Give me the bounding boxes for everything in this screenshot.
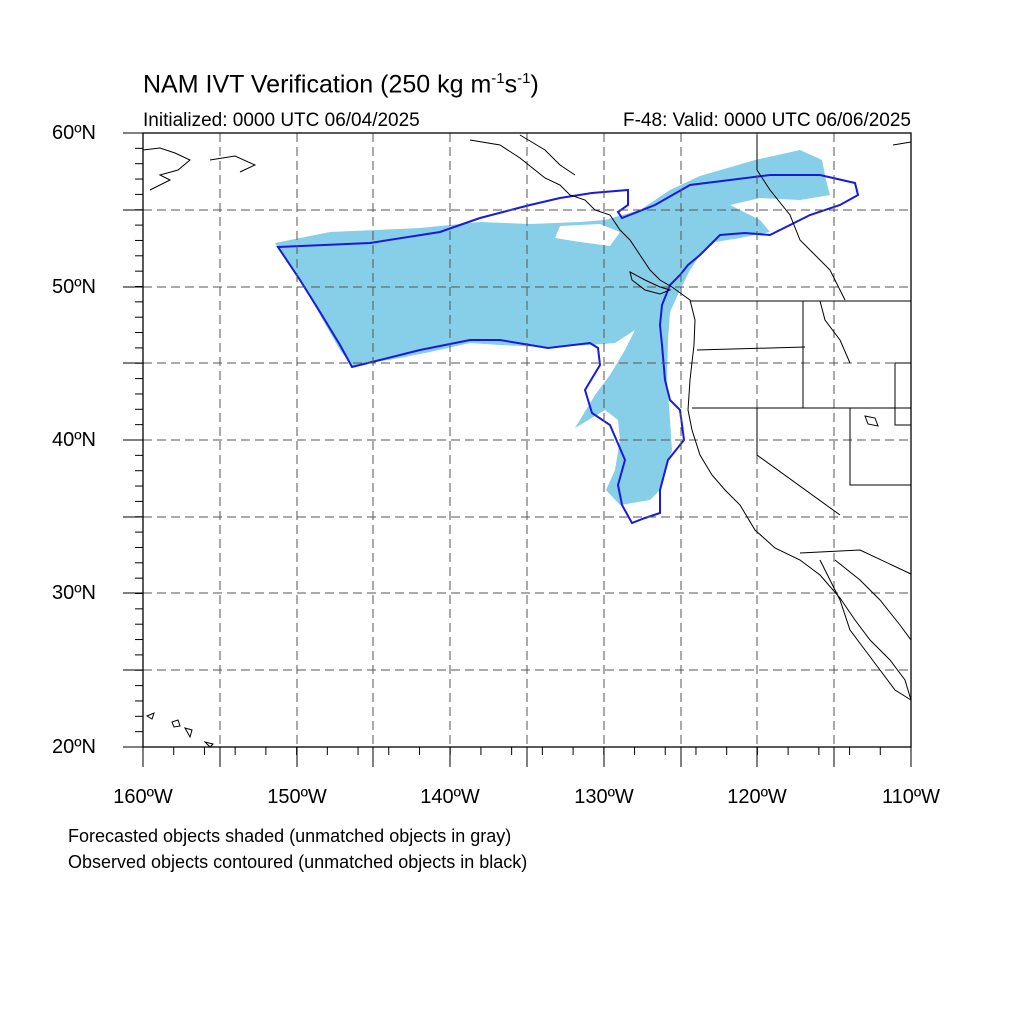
lon-label-160w: 160ºW [113,786,173,808]
lat-label-40: 40ºN [52,429,96,451]
lat-label-20: 20ºN [52,736,96,758]
map-title: NAM IVT Verification (250 kg m-1s-1) [143,70,539,99]
minor-tick-marks [135,132,912,755]
lon-label-110w: 110ºW [881,786,941,808]
lat-label-60: 60ºN [52,122,96,144]
graticule [143,133,911,747]
lon-label-120w: 120ºW [727,786,787,808]
valid-time: F-48: Valid: 0000 UTC 06/06/2025 [623,110,911,131]
lon-label-150w: 150ºW [267,786,327,808]
lat-label-30: 30ºN [52,582,96,604]
forecast-note: Forecasted objects shaded (unmatched obj… [68,826,512,846]
lon-label-140w: 140ºW [420,786,480,808]
lat-label-50: 50ºN [52,276,96,298]
initialized-time: Initialized: 0000 UTC 06/04/2025 [143,110,420,131]
forecast-hole [555,224,620,246]
observed-object-contour [276,174,860,525]
coastlines [142,134,912,748]
observed-note: Observed objects contoured (unmatched ob… [68,852,528,872]
forecast-object-shade [275,150,830,505]
lon-label-130w: 130ºW [574,786,634,808]
